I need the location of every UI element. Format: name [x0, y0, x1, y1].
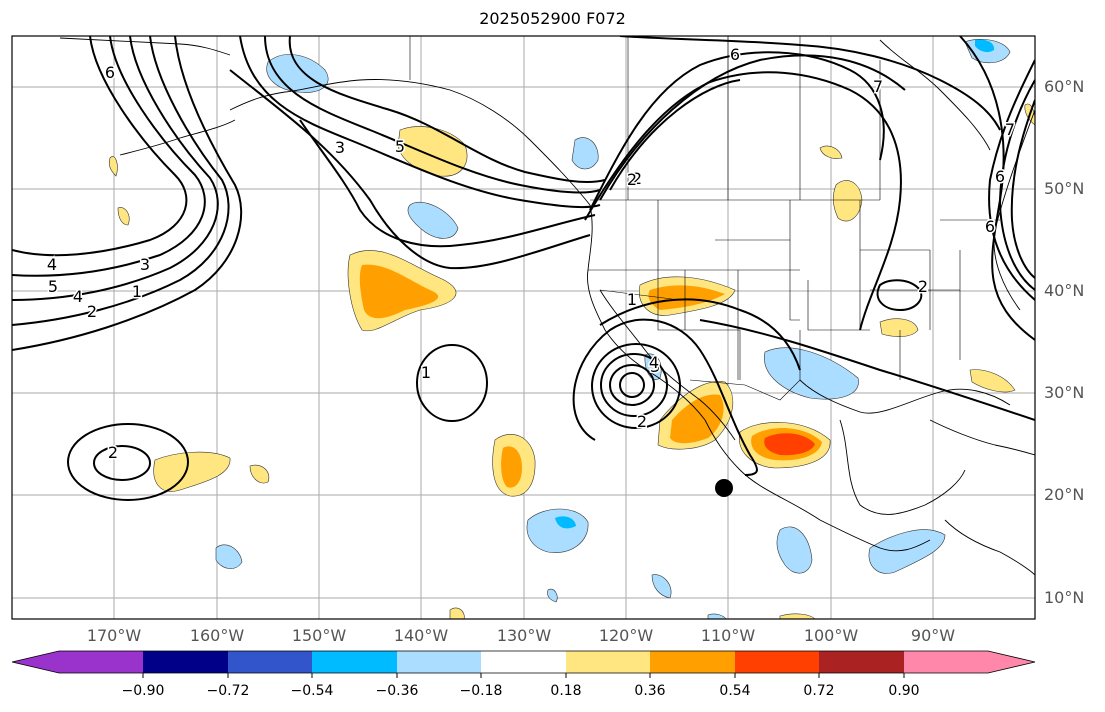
colorbar-segment: [143, 651, 228, 673]
contour-label: 7: [873, 77, 883, 96]
political-borders: [409, 36, 1000, 401]
colorbar-segment: [312, 651, 397, 673]
colorbar-tick: −0.36: [375, 683, 419, 699]
colorbar-segment: [735, 651, 819, 673]
contour-label: 2: [918, 277, 928, 296]
colorbar-tick: 0.36: [634, 683, 666, 699]
contour-label: 1: [627, 290, 637, 309]
contour-label: 4: [649, 353, 659, 372]
colorbar-segment: [59, 651, 143, 673]
lon-label-140w: 140°W: [393, 626, 449, 645]
marker-dot: [715, 479, 733, 497]
contour-lines: [12, 36, 1035, 501]
contour-label: 2: [637, 412, 647, 431]
lat-label-60n: 60°N: [1044, 77, 1085, 96]
contour-label: 5: [48, 277, 58, 296]
contour-label: 4: [47, 255, 57, 274]
colorbar-tick: 0.18: [550, 683, 582, 699]
map-title: 2025052900 F072: [479, 9, 626, 28]
colorbar-segment: [566, 651, 650, 673]
lon-label-90w: 90°W: [910, 626, 956, 645]
colorbar-segment: [228, 651, 312, 673]
map-frame: [11, 35, 1036, 620]
lat-label-40n: 40°N: [1044, 281, 1085, 300]
contour-label: 2: [627, 170, 637, 189]
lon-label-160w: 160°W: [189, 626, 245, 645]
lat-label-50n: 50°N: [1044, 179, 1085, 198]
lon-label-100w: 100°W: [803, 626, 859, 645]
colorbar-tick: −0.90: [121, 683, 165, 699]
colorbar-segment: [397, 651, 481, 673]
colorbar-segment: [904, 651, 988, 673]
contour-label: 6: [730, 45, 740, 64]
positive-anomaly-shading: [108, 103, 1035, 619]
lat-label-10n: 10°N: [1044, 588, 1085, 607]
colorbar-segment: [481, 651, 566, 673]
colorbar-segment: [650, 651, 735, 673]
contour-label: 2: [632, 169, 642, 188]
lat-label-20n: 20°N: [1044, 485, 1085, 504]
coastlines-borders: [59, 37, 1035, 576]
contour-label: 4: [73, 287, 83, 306]
colorbar-tick: 0.54: [719, 683, 751, 699]
contour-label: 6: [985, 217, 995, 236]
lon-label-120w: 120°W: [598, 626, 654, 645]
contour-label: 6: [105, 63, 115, 82]
colorbar-tick: 0.90: [888, 683, 920, 699]
colorbar-extend-high: [988, 651, 1035, 673]
contour-label: 5: [395, 137, 405, 156]
colorbar-extend-low: [12, 651, 59, 673]
lon-label-150w: 150°W: [291, 626, 347, 645]
colorbar-tick: −0.18: [459, 683, 503, 699]
lat-label-30n: 30°N: [1044, 383, 1085, 402]
contour-label: 1: [132, 282, 142, 301]
contour-label: 2: [87, 302, 97, 321]
lon-label-130w: 130°W: [496, 626, 552, 645]
lon-label-110w: 110°W: [700, 626, 756, 645]
contour-label: 3: [335, 138, 345, 157]
colorbar-tick: −0.54: [290, 683, 334, 699]
contour-label: 2: [108, 443, 118, 462]
colorbar-tick: −0.72: [206, 683, 250, 699]
colorbar-outline: [11, 650, 1036, 674]
lon-label-170w: 170°W: [86, 626, 142, 645]
contour-label: 3: [140, 255, 150, 274]
contour-label: 1: [421, 363, 431, 382]
colorbar: [11, 650, 1036, 678]
contour-label: 7: [1005, 120, 1015, 139]
contour-label: 3: [650, 357, 660, 376]
colorbar-segment: [819, 651, 904, 673]
contour-label: 6: [995, 167, 1005, 186]
colorbar-tick: 0.72: [803, 683, 835, 699]
